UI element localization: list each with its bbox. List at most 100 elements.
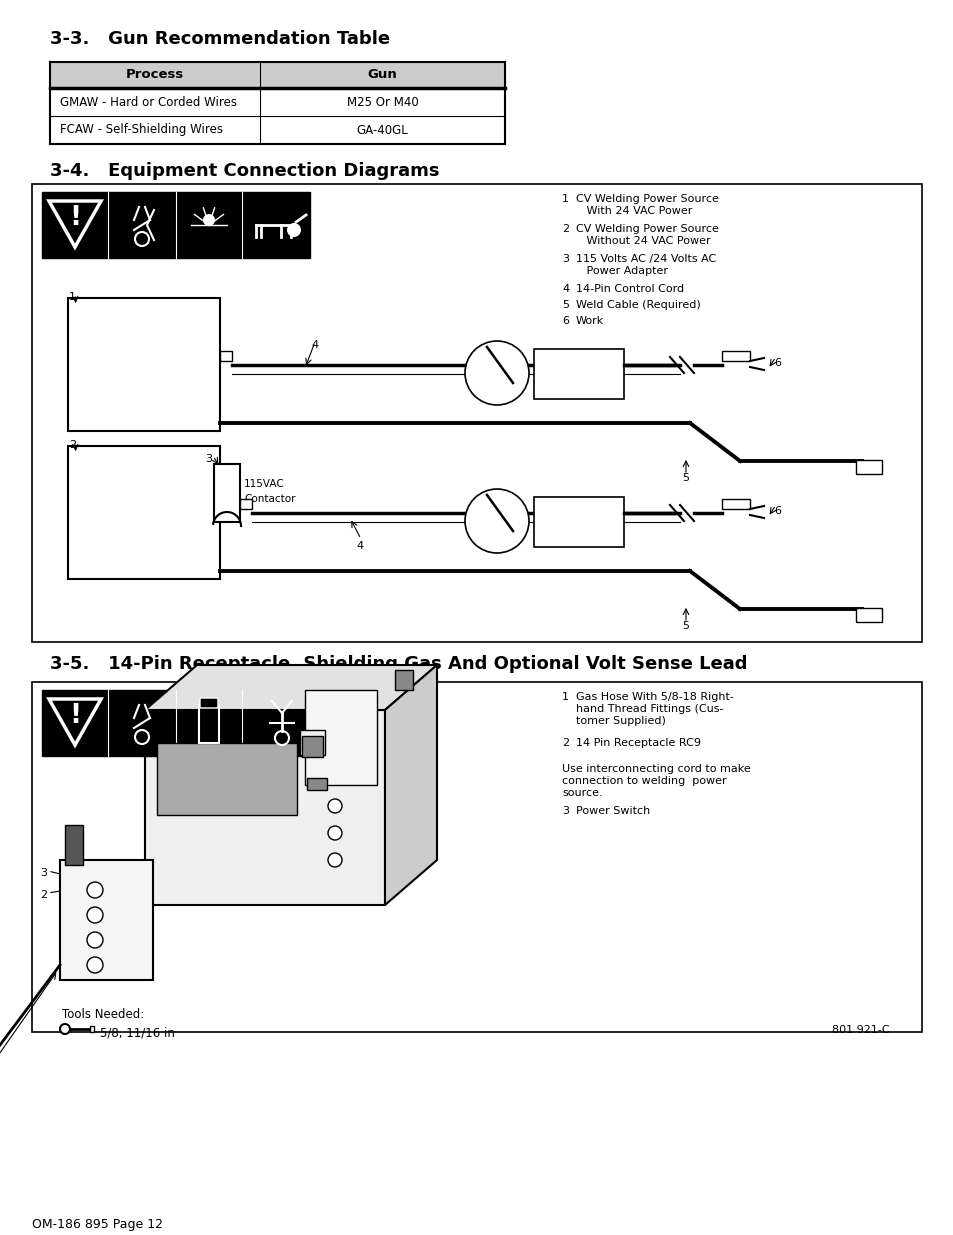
Text: CV Welding Power Source: CV Welding Power Source [576, 224, 719, 233]
Circle shape [87, 957, 103, 973]
Text: 5: 5 [681, 473, 689, 483]
Text: With 24 VAC Power: With 24 VAC Power [576, 206, 692, 216]
Text: 2: 2 [40, 890, 47, 900]
Polygon shape [60, 860, 152, 981]
Text: 2: 2 [561, 224, 569, 233]
Text: connection to welding  power: connection to welding power [561, 776, 726, 785]
Polygon shape [49, 699, 101, 745]
Bar [721, 499, 749, 509]
Bar [721, 351, 749, 361]
Bar [42, 690, 337, 756]
Text: 5: 5 [561, 300, 568, 310]
Text: source.: source. [561, 788, 602, 798]
Bar [855, 608, 882, 622]
Polygon shape [49, 201, 101, 247]
Text: Contactor: Contactor [244, 494, 295, 504]
Circle shape [328, 826, 341, 840]
Text: 1: 1 [69, 291, 76, 303]
Bar [534, 350, 623, 399]
Bar [305, 690, 376, 785]
Bar [199, 705, 219, 743]
Text: 4: 4 [356, 541, 363, 551]
Text: Power Adapter: Power Adapter [576, 266, 667, 275]
Bar [395, 671, 413, 690]
Text: FCAW - Self-Shielding Wires: FCAW - Self-Shielding Wires [60, 124, 223, 137]
Circle shape [87, 932, 103, 948]
Bar [68, 298, 220, 431]
Text: 6: 6 [773, 358, 781, 368]
Circle shape [203, 214, 214, 226]
Bar [68, 446, 220, 579]
Text: hand Thread Fittings (Cus-: hand Thread Fittings (Cus- [576, 704, 722, 714]
Text: 801 921-C: 801 921-C [832, 1025, 889, 1035]
Text: 3-3.   Gun Recommendation Table: 3-3. Gun Recommendation Table [50, 30, 390, 48]
Circle shape [87, 882, 103, 898]
Text: 3: 3 [205, 454, 212, 464]
Circle shape [287, 224, 301, 237]
Polygon shape [145, 710, 385, 905]
Text: Tools Needed:: Tools Needed: [62, 1008, 144, 1021]
Text: !: ! [69, 703, 81, 729]
Bar [855, 459, 882, 474]
Circle shape [274, 731, 289, 745]
Text: Weld Cable (Required): Weld Cable (Required) [576, 300, 700, 310]
Bar [157, 743, 296, 815]
Text: 2: 2 [561, 739, 569, 748]
Text: 1: 1 [561, 692, 568, 701]
Text: Gun: Gun [367, 68, 397, 82]
Text: Use interconnecting cord to make: Use interconnecting cord to make [561, 764, 750, 774]
Text: 115 Volts AC /24 Volts AC: 115 Volts AC /24 Volts AC [576, 254, 716, 264]
Text: !: ! [69, 205, 81, 231]
Text: CV Welding Power Source: CV Welding Power Source [576, 194, 719, 204]
Bar [50, 62, 504, 88]
Bar [299, 730, 325, 755]
Text: 3-5.   14-Pin Receptacle, Shielding Gas And Optional Volt Sense Lead: 3-5. 14-Pin Receptacle, Shielding Gas An… [50, 655, 747, 673]
Circle shape [328, 799, 341, 813]
Text: 14 Pin Receptacle RC9: 14 Pin Receptacle RC9 [576, 739, 700, 748]
Text: 5/8, 11/16 in: 5/8, 11/16 in [100, 1026, 174, 1039]
Bar [42, 191, 310, 258]
Text: GA-40GL: GA-40GL [356, 124, 408, 137]
Text: 3-4.   Equipment Connection Diagrams: 3-4. Equipment Connection Diagrams [50, 162, 439, 180]
Text: 3: 3 [561, 806, 568, 816]
Text: Gas Hose With 5/8-18 Right-: Gas Hose With 5/8-18 Right- [576, 692, 733, 701]
Bar [534, 496, 623, 547]
Circle shape [60, 1024, 70, 1034]
Text: Power Switch: Power Switch [576, 806, 650, 816]
Bar [213, 464, 240, 522]
Text: 3: 3 [561, 254, 568, 264]
Text: Work: Work [576, 316, 603, 326]
Bar [240, 499, 252, 509]
Circle shape [135, 730, 149, 743]
Text: 2: 2 [69, 440, 76, 450]
Text: Without 24 VAC Power: Without 24 VAC Power [576, 236, 710, 246]
Circle shape [464, 341, 529, 405]
Text: 3: 3 [40, 868, 47, 878]
Circle shape [328, 853, 341, 867]
Text: 6: 6 [773, 506, 781, 516]
Bar [32, 184, 921, 642]
Bar [90, 1026, 94, 1032]
Polygon shape [145, 664, 436, 710]
Text: 115VAC: 115VAC [244, 479, 284, 489]
Circle shape [87, 906, 103, 923]
Text: Process: Process [126, 68, 184, 82]
Text: GMAW - Hard or Corded Wires: GMAW - Hard or Corded Wires [60, 95, 236, 109]
Text: 1: 1 [561, 194, 568, 204]
Text: 14-Pin Control Cord: 14-Pin Control Cord [576, 284, 683, 294]
Bar [307, 778, 327, 790]
Bar [220, 351, 232, 361]
Circle shape [135, 232, 149, 246]
Text: 6: 6 [561, 316, 568, 326]
Bar [65, 825, 83, 864]
Text: OM-186 895 Page 12: OM-186 895 Page 12 [32, 1218, 163, 1231]
Circle shape [464, 489, 529, 553]
Polygon shape [385, 664, 436, 905]
Text: 5: 5 [681, 621, 689, 631]
FancyBboxPatch shape [200, 698, 218, 708]
Text: tomer Supplied): tomer Supplied) [576, 716, 665, 726]
Text: 4: 4 [311, 340, 318, 350]
Text: 4: 4 [561, 284, 569, 294]
Bar [302, 736, 323, 757]
Bar [32, 682, 921, 1032]
